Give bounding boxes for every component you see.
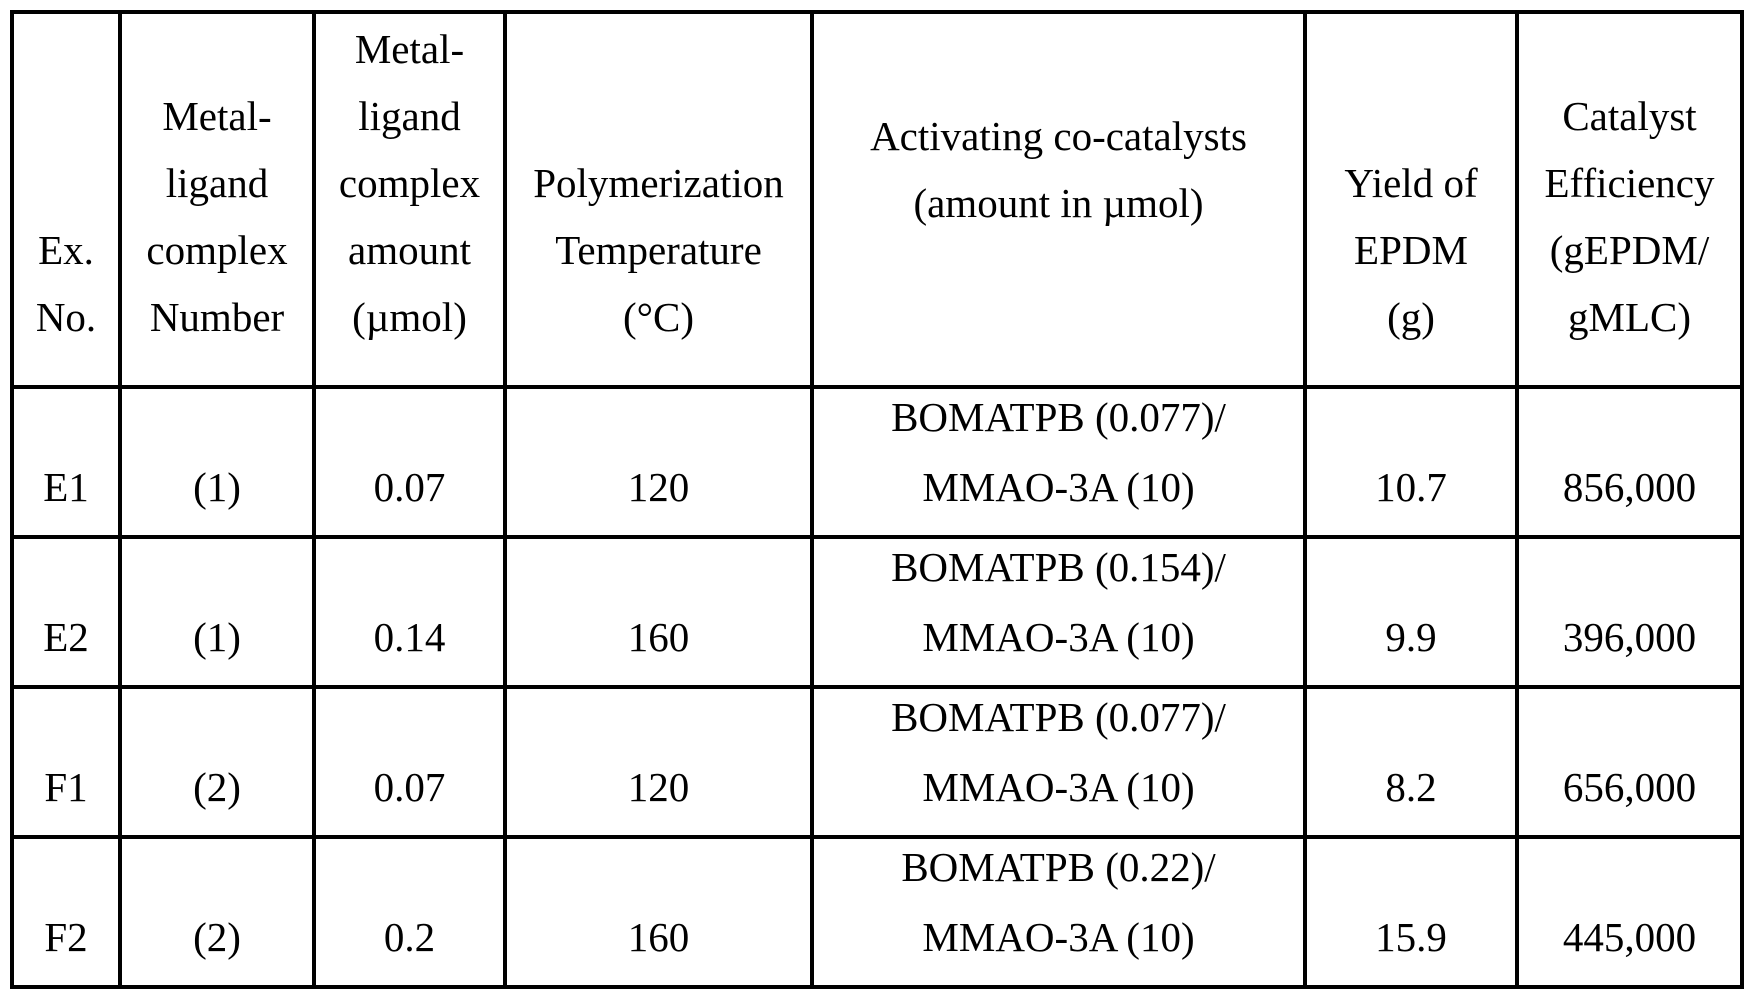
cocatalyst-line-1: BOMATPB (0.077)/: [891, 394, 1226, 440]
cocatalyst-lines: BOMATPB (0.154)/ MMAO-3A (10): [816, 541, 1301, 683]
cell-polymerization-temp: 160: [503, 835, 814, 989]
cell-activating-cocatalysts: BOMATPB (0.154)/ MMAO-3A (10): [810, 535, 1307, 689]
header-line: EPDM: [1354, 227, 1468, 273]
cell-ex-no: E1: [10, 385, 122, 539]
table-row-e1: E1 (1) 0.07 120 BOMATPB (0.077)/ MMAO-3A…: [10, 385, 1744, 539]
header-complex-number: Metal- ligand complex Number: [118, 10, 316, 389]
table-row-e2: E2 (1) 0.14 160 BOMATPB (0.154)/ MMAO-3A…: [10, 535, 1744, 689]
header-line: amount: [348, 227, 471, 273]
header-line: Number: [149, 294, 285, 340]
cell-polymerization-temp: 160: [503, 535, 814, 689]
cell-complex-amount: 0.07: [312, 385, 507, 539]
table-row-f2: F2 (2) 0.2 160 BOMATPB (0.22)/ MMAO-3A (…: [10, 835, 1744, 989]
cell-polymerization-temp: 120: [503, 685, 814, 839]
header-line: No.: [35, 294, 97, 340]
cell-activating-cocatalysts: BOMATPB (0.077)/ MMAO-3A (10): [810, 685, 1307, 839]
header-line: Polymerization: [533, 160, 784, 206]
header-complex-amount: Metal- ligand complex amount (µmol): [312, 10, 507, 389]
cell-complex-number: (1): [118, 535, 316, 689]
header-line: Yield of: [1344, 160, 1478, 206]
header-line: (gEPDM/: [1549, 227, 1710, 273]
header-line: Catalyst: [1562, 93, 1697, 139]
cocatalyst-line-1: BOMATPB (0.22)/: [901, 844, 1216, 890]
header-line: complex: [146, 227, 288, 273]
cell-complex-amount: 0.14: [312, 535, 507, 689]
cell-catalyst-efficiency: 856,000: [1515, 385, 1744, 539]
table-row-f1: F1 (2) 0.07 120 BOMATPB (0.077)/ MMAO-3A…: [10, 685, 1744, 839]
cell-polymerization-temp: 120: [503, 385, 814, 539]
cell-catalyst-efficiency: 445,000: [1515, 835, 1744, 989]
cell-activating-cocatalysts: BOMATPB (0.22)/ MMAO-3A (10): [810, 835, 1307, 989]
cocatalyst-line-2: MMAO-3A (10): [922, 614, 1195, 660]
header-line: (°C): [622, 294, 695, 340]
cell-complex-number: (1): [118, 385, 316, 539]
cell-ex-no: E2: [10, 535, 122, 689]
catalyst-results-table: Ex. No. Metal- ligand complex Number Met…: [10, 10, 1744, 989]
cell-activating-cocatalysts: BOMATPB (0.077)/ MMAO-3A (10): [810, 385, 1307, 539]
header-line: Efficiency: [1544, 160, 1715, 206]
header-line: Ex.: [38, 227, 94, 273]
header-line: (g): [1387, 294, 1435, 340]
cell-catalyst-efficiency: 396,000: [1515, 535, 1744, 689]
header-line: Activating co-catalysts: [870, 112, 1247, 159]
header-line: Metal-: [354, 26, 465, 72]
cocatalyst-lines: BOMATPB (0.077)/ MMAO-3A (10): [816, 691, 1301, 833]
cell-complex-number: (2): [118, 685, 316, 839]
cell-epdm-yield: 9.9: [1303, 535, 1519, 689]
cocatalyst-line-1: BOMATPB (0.154)/: [891, 544, 1226, 590]
cocatalyst-lines: BOMATPB (0.22)/ MMAO-3A (10): [816, 841, 1301, 983]
header-line: ligand: [165, 160, 269, 206]
cell-epdm-yield: 10.7: [1303, 385, 1519, 539]
cocatalyst-line-1: BOMATPB (0.077)/: [891, 694, 1226, 740]
cocatalyst-line-2: MMAO-3A (10): [922, 464, 1195, 510]
cell-ex-no: F2: [10, 835, 122, 989]
cell-ex-no: F1: [10, 685, 122, 839]
header-polymerization-temperature: Polymerization Temperature (°C): [503, 10, 814, 389]
cell-complex-amount: 0.07: [312, 685, 507, 839]
cell-epdm-yield: 8.2: [1303, 685, 1519, 839]
header-epdm-yield: Yield of EPDM (g): [1303, 10, 1519, 389]
header-line: ligand: [358, 93, 461, 139]
header-activating-cocatalysts: Activating co-catalysts (amount in µmol): [810, 10, 1307, 389]
cell-complex-number: (2): [118, 835, 316, 989]
cell-epdm-yield: 15.9: [1303, 835, 1519, 989]
header-line: Temperature: [555, 227, 762, 273]
cocatalyst-lines: BOMATPB (0.077)/ MMAO-3A (10): [816, 391, 1301, 533]
cell-complex-amount: 0.2: [312, 835, 507, 989]
header-line: (amount in µmol): [913, 179, 1204, 226]
header-line: complex: [338, 160, 481, 206]
header-row: Ex. No. Metal- ligand complex Number Met…: [10, 10, 1744, 389]
cocatalyst-line-2: MMAO-3A (10): [922, 764, 1195, 810]
header-line: Metal-: [162, 93, 272, 139]
cocatalyst-line-2: MMAO-3A (10): [922, 914, 1195, 960]
header-catalyst-efficiency: Catalyst Efficiency (gEPDM/ gMLC): [1515, 10, 1744, 389]
header-ex-no: Ex. No.: [10, 10, 122, 389]
header-line: gMLC): [1568, 294, 1691, 340]
header-line: (µmol): [352, 294, 467, 340]
cell-catalyst-efficiency: 656,000: [1515, 685, 1744, 839]
